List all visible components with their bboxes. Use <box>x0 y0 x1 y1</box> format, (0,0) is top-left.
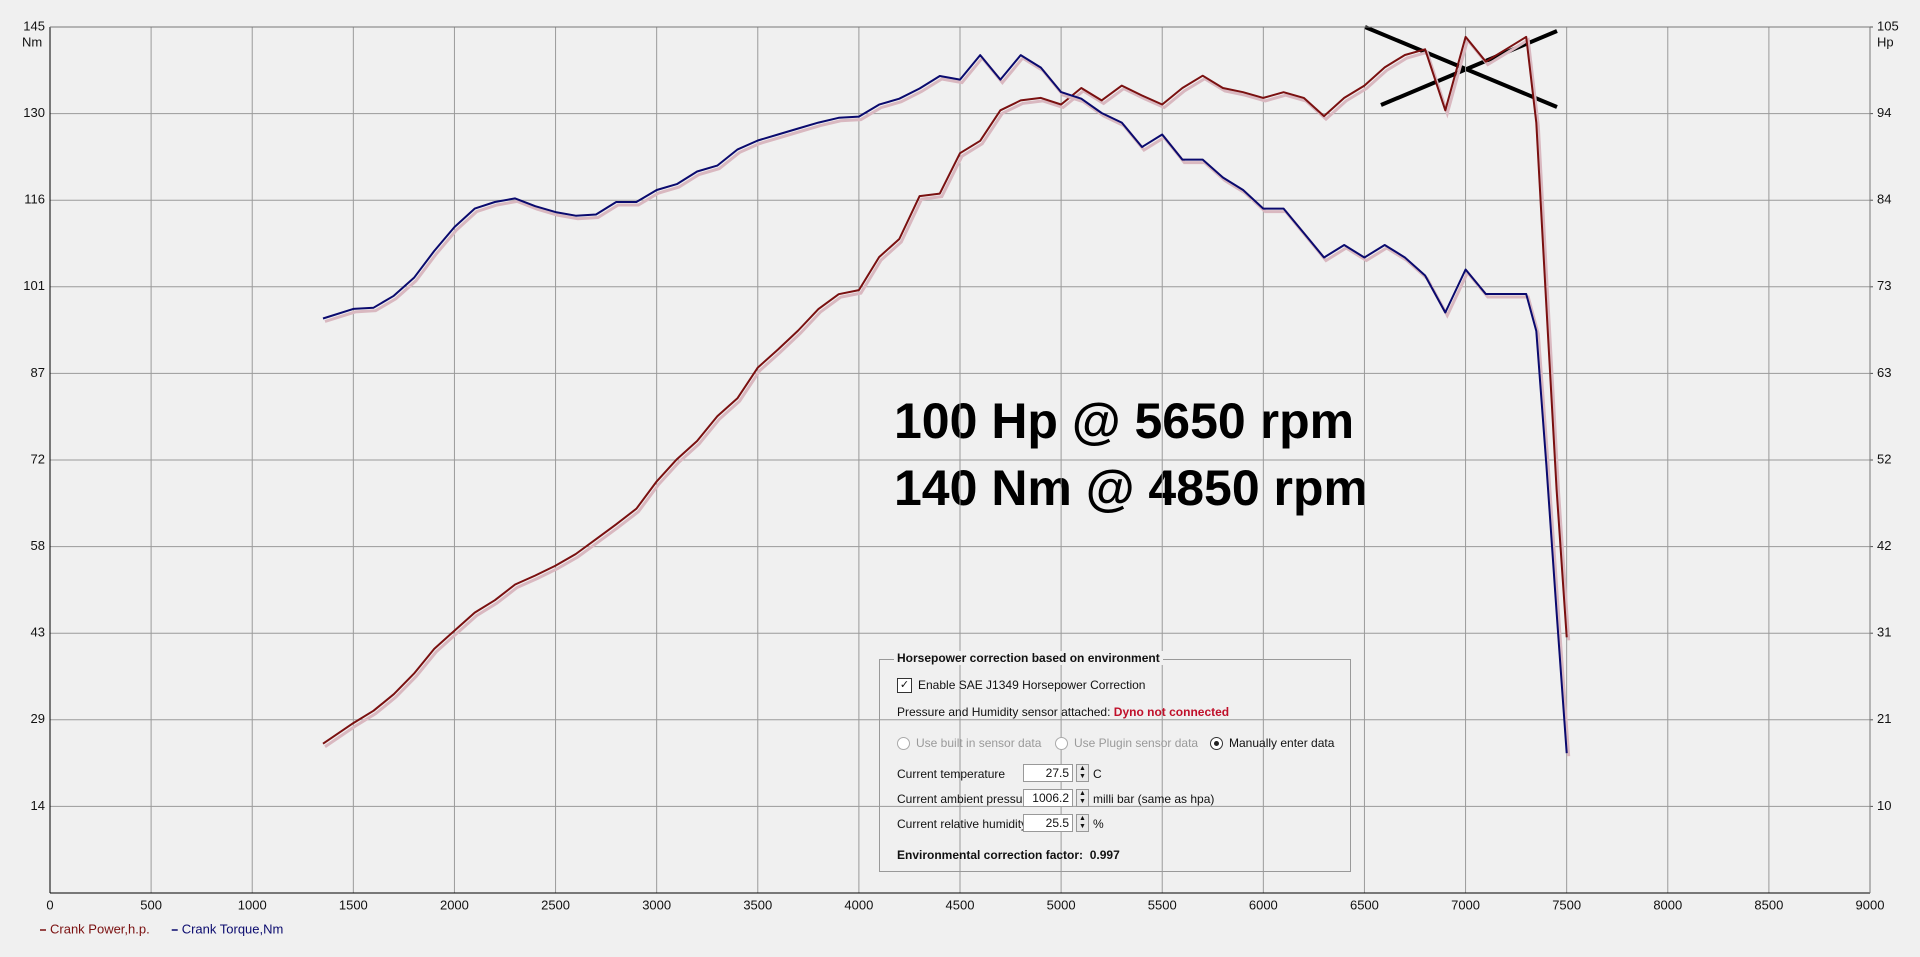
x-tick-label: 1500 <box>339 897 368 912</box>
x-tick-label: 7500 <box>1552 897 1581 912</box>
spinner[interactable]: ▲ ▼ <box>1076 789 1089 807</box>
field-label: Current ambient pressure <box>897 792 1034 806</box>
y-tick-label: 14 <box>31 798 45 813</box>
x-tick-label: 6500 <box>1350 897 1379 912</box>
y2-tick-label: 31 <box>1877 625 1891 640</box>
checkbox-row[interactable]: ✓ Enable SAE J1349 Horsepower Correction <box>897 678 1146 694</box>
x-tick-label: 2500 <box>541 897 570 912</box>
y2-tick-label: 84 <box>1877 192 1891 207</box>
radio[interactable] <box>1210 737 1223 751</box>
y-tick-label: 43 <box>31 625 45 640</box>
shadow-line <box>324 36 1571 748</box>
y2-axis-label: Hp <box>1877 34 1894 49</box>
y2-tick-label: 10 <box>1877 798 1891 813</box>
spinner[interactable]: ▲ ▼ <box>1076 764 1089 782</box>
field-unit: milli bar (same as hpa) <box>1093 792 1215 806</box>
y2-tick-label: 105 <box>1877 18 1899 33</box>
legend-label: Crank Torque,Nm <box>182 921 284 936</box>
y-tick-label: 29 <box>31 711 45 726</box>
radio-label: Manually enter data <box>1229 736 1335 750</box>
factor-label: Environmental correction factor: <box>897 848 1084 862</box>
field-row: Current relative humidity 25.5 ▲ ▼ % <box>880 814 1350 834</box>
field-input[interactable]: 1006.2 <box>1023 789 1073 807</box>
y2-tick-label: 94 <box>1877 105 1891 120</box>
field-unit: % <box>1093 817 1104 831</box>
radio-label: Use Plugin sensor data <box>1074 736 1199 750</box>
field-unit: C <box>1093 767 1102 781</box>
x-tick-label: 4500 <box>946 897 975 912</box>
x-tick-label: 3500 <box>743 897 772 912</box>
radio-row[interactable]: Manually enter data <box>1210 736 1335 751</box>
y-tick-label: 145 <box>23 18 45 33</box>
x-tick-label: 8500 <box>1754 897 1783 912</box>
checkbox[interactable]: ✓ <box>897 678 912 694</box>
spinner[interactable]: ▲ ▼ <box>1076 814 1089 832</box>
factor-row: Environmental correction factor: 0.997 <box>897 848 1120 862</box>
y-tick-label: 130 <box>23 105 45 120</box>
shadow-line <box>324 55 1571 757</box>
x-tick-label: 500 <box>140 897 162 912</box>
y-tick-label: 87 <box>31 365 45 380</box>
radio-label: Use built in sensor data <box>916 736 1042 750</box>
sensor-row: Pressure and Humidity sensor attached: D… <box>897 705 1229 719</box>
y2-tick-label: 63 <box>1877 365 1891 380</box>
y2-tick-label: 73 <box>1877 278 1891 293</box>
radio-row[interactable]: Use Plugin sensor data <box>1055 736 1199 751</box>
x-tick-label: 3000 <box>642 897 671 912</box>
annotation: 140 Nm @ 4850 rpm <box>894 460 1368 516</box>
field-input[interactable]: 25.5 <box>1023 814 1073 832</box>
field-row: Current temperature 27.5 ▲ ▼ C <box>880 764 1350 784</box>
y2-tick-label: 42 <box>1877 538 1891 553</box>
x-tick-label: 8000 <box>1653 897 1682 912</box>
factor-value: 0.997 <box>1089 848 1120 862</box>
y-tick-label: 101 <box>23 278 45 293</box>
x-tick-label: 5000 <box>1047 897 1076 912</box>
annotation: 100 Hp @ 5650 rpm <box>894 393 1354 449</box>
y2-tick-label: 52 <box>1877 451 1891 466</box>
field-label: Current relative humidity <box>897 817 1028 831</box>
field-label: Current temperature <box>897 767 1006 781</box>
sensor-label: Pressure and Humidity sensor attached: <box>897 705 1111 719</box>
field-row: Current ambient pressure 1006.2 ▲ ▼ milli … <box>880 789 1350 809</box>
x-tick-label: 9000 <box>1856 897 1885 912</box>
x-tick-label: 1000 <box>238 897 267 912</box>
series-line <box>322 35 1568 745</box>
radio-row[interactable]: Use built in sensor data <box>897 736 1042 751</box>
correction-panel: Horsepower correction based on environme… <box>879 651 1351 872</box>
series-line <box>322 54 1568 754</box>
x-tick-label: 2000 <box>440 897 469 912</box>
legend-label: Crank Power,h.p. <box>50 921 150 936</box>
x-tick-label: 4000 <box>844 897 873 912</box>
x-tick-label: 6000 <box>1249 897 1278 912</box>
panel-title: Horsepower correction based on environme… <box>894 651 1163 665</box>
y-tick-label: 116 <box>24 192 45 207</box>
radio[interactable] <box>897 737 910 751</box>
y2-tick-label: 21 <box>1877 711 1891 726</box>
radio[interactable] <box>1055 737 1068 751</box>
y-tick-label: 72 <box>31 451 45 466</box>
x-tick-label: 0 <box>46 897 53 912</box>
y-tick-label: 58 <box>31 538 45 553</box>
field-input[interactable]: 27.5 <box>1023 764 1073 782</box>
x-tick-label: 5500 <box>1148 897 1177 912</box>
x-tick-label: 7000 <box>1451 897 1480 912</box>
sensor-status: Dyno not connected <box>1113 705 1230 719</box>
checkbox-label: Enable SAE J1349 Horsepower Correction <box>918 678 1146 692</box>
y-axis-label: Nm <box>22 34 42 49</box>
